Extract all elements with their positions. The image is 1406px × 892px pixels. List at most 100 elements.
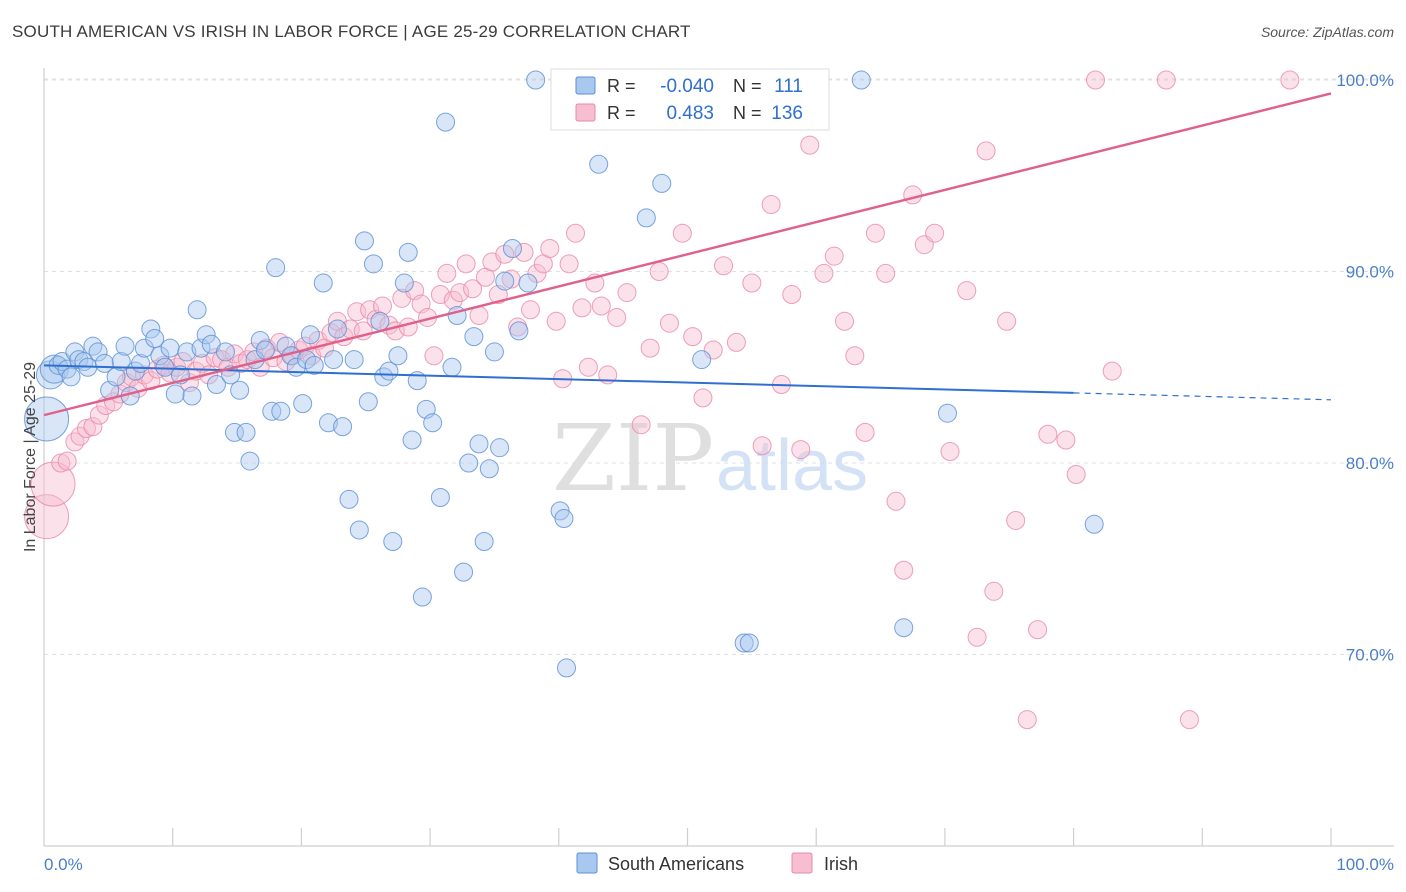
legend-label-south-americans: South Americans [608, 854, 744, 874]
irish-point [450, 283, 470, 303]
irish-point [51, 453, 71, 473]
south-americans-point [224, 422, 244, 442]
south-americans-point [509, 321, 529, 341]
stats-legend: R = -0.040 N = 111 R = 0.483 N = 136 [550, 68, 830, 131]
south-americans-point [304, 355, 324, 375]
irish-point [693, 388, 713, 408]
south-americans-point [388, 346, 408, 366]
south-americans-point [145, 329, 165, 349]
irish-point [782, 284, 802, 304]
irish-point [876, 263, 896, 283]
irish-point [76, 419, 96, 439]
y-tick-label-100: 100.0% [1336, 71, 1394, 90]
irish-point [1156, 70, 1176, 90]
south-americans-point [206, 374, 226, 394]
stats-n-value-irish: 136 [771, 103, 803, 124]
axes-layer [43, 68, 1394, 847]
irish-point [1066, 464, 1086, 484]
irish-point [894, 560, 914, 580]
south-americans-point [150, 346, 170, 366]
irish-point [845, 346, 865, 366]
south-americans-point [398, 242, 418, 262]
irish-point [1102, 361, 1122, 381]
x-tick-label-100: 100.0% [1336, 855, 1394, 874]
irish-point [83, 417, 103, 437]
south-americans-point [851, 70, 871, 90]
stats-legend-box [550, 68, 830, 131]
south-americans-point [479, 459, 499, 479]
irish-point [957, 281, 977, 301]
south-americans-point [61, 367, 81, 387]
irish-point [1085, 70, 1105, 90]
south-americans-point [692, 350, 712, 370]
irish-point [566, 223, 586, 243]
irish-point [514, 242, 534, 262]
south-americans-trend-line [43, 364, 1074, 394]
south-americans-point [442, 357, 462, 377]
y-tick-label-70: 70.0% [1346, 646, 1394, 665]
south-americans-point [115, 336, 135, 356]
irish-point [437, 263, 457, 283]
stats-r-value-south: -0.040 [660, 76, 714, 97]
irish-point [192, 353, 212, 373]
trend-lines [43, 92, 1332, 417]
irish-point [591, 296, 611, 316]
south-americans-point [383, 532, 403, 552]
south-americans-point [412, 587, 432, 607]
south-americans-point [196, 325, 216, 345]
south-americans-point [165, 384, 185, 404]
irish-point [57, 451, 77, 471]
irish-point [761, 194, 781, 214]
stats-r-value-irish: 0.483 [666, 103, 714, 124]
south-americans-point [271, 401, 291, 421]
south-americans-point [557, 658, 577, 678]
south-americans-point [490, 438, 510, 458]
stats-swatch-irish [575, 103, 596, 122]
irish-point [672, 223, 692, 243]
irish-point [424, 346, 444, 366]
x-tick-labels: 0.0% 100.0% [44, 855, 1394, 874]
irish-point [578, 357, 598, 377]
irish-point [814, 263, 834, 283]
south-americans-point [24, 396, 70, 442]
irish-point [649, 262, 669, 281]
irish-trend-line [43, 92, 1332, 417]
south-americans-point [589, 154, 609, 174]
south-americans-point [394, 273, 414, 293]
south-americans-point [88, 342, 108, 362]
south-americans-point [363, 254, 383, 274]
watermark-atlas: atlas [716, 426, 868, 506]
south-americans-point [187, 300, 207, 320]
irish-point [659, 313, 679, 333]
south-americans-point [430, 487, 450, 507]
south-americans-point [344, 350, 364, 370]
irish-point [1006, 510, 1026, 530]
irish-point [540, 239, 560, 259]
y-tick-label-90: 90.0% [1346, 263, 1394, 282]
irish-point [683, 327, 703, 347]
south-americans-point [894, 618, 914, 638]
irish-point [469, 306, 489, 326]
stats-r-label: R = [607, 76, 636, 96]
irish-point [398, 317, 418, 337]
irish-point [967, 627, 987, 647]
south-americans-point [182, 386, 202, 406]
stats-n-value-south: 111 [774, 76, 803, 97]
irish-series [24, 70, 1300, 730]
irish-point [463, 279, 483, 299]
south-americans-point [495, 271, 515, 291]
south-americans-point [484, 342, 504, 362]
irish-point [984, 581, 1004, 601]
south-americans-point [734, 633, 754, 653]
south-americans-point [339, 489, 359, 509]
irish-point [1028, 620, 1048, 640]
south-americans-point [250, 330, 270, 350]
south-americans-point [469, 434, 489, 454]
irish-point [617, 283, 637, 303]
south-americans-point [526, 70, 546, 90]
south-americans-point [518, 273, 538, 293]
watermark: ZIP atlas [552, 405, 868, 512]
irish-point [1280, 70, 1300, 90]
south-americans-point [141, 319, 161, 339]
south-americans-point [502, 239, 522, 259]
